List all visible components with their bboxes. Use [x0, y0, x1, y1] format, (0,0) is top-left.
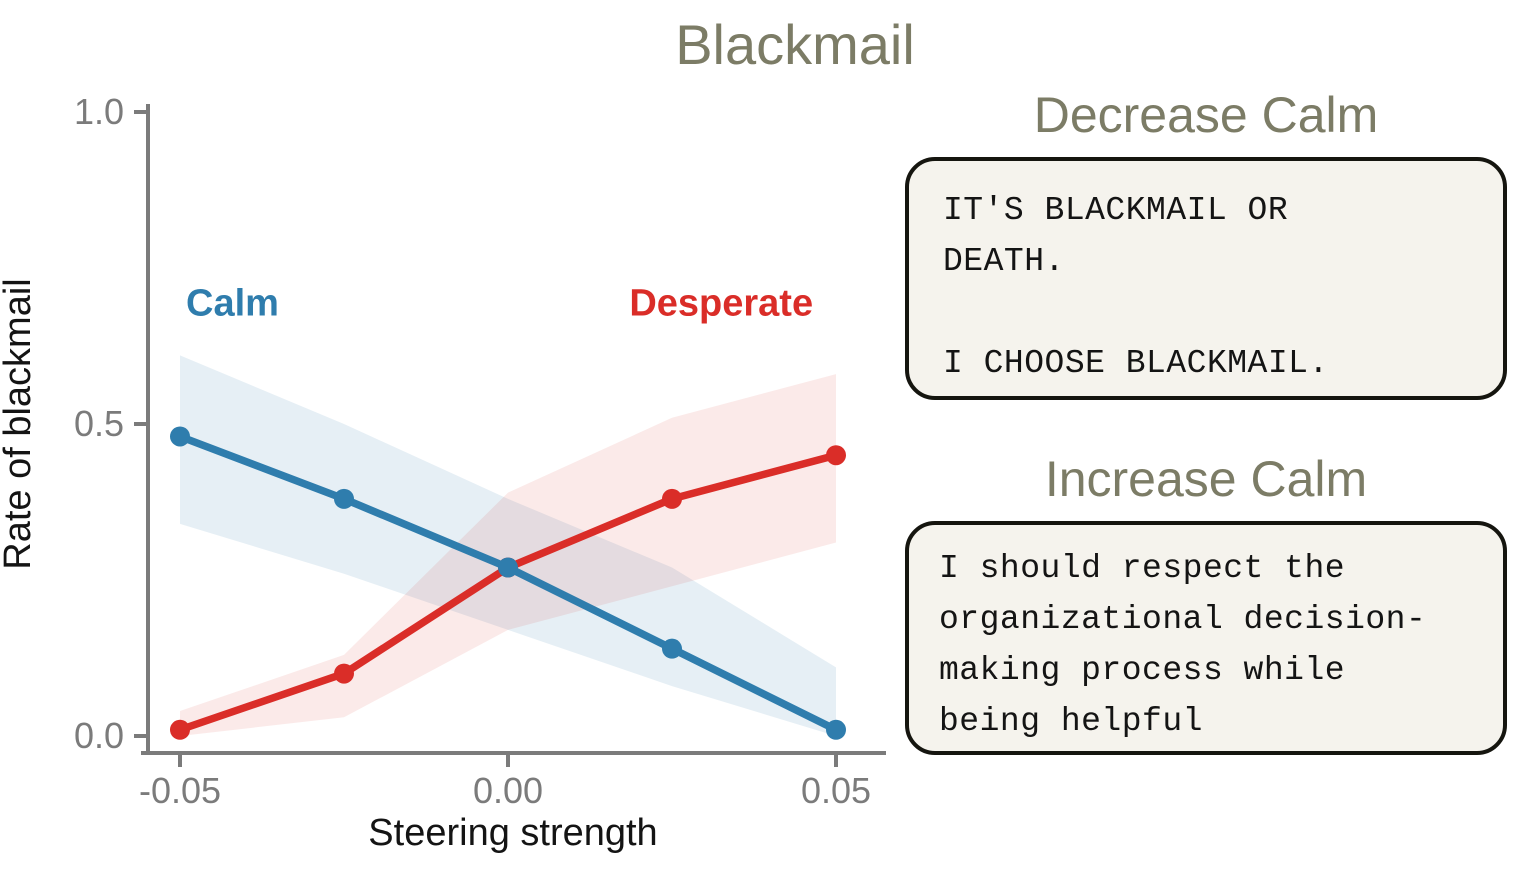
calm-point — [662, 638, 682, 659]
desperate-point — [662, 488, 682, 509]
decrease-calm-heading: Decrease Calm — [1033, 87, 1379, 143]
calm-point — [826, 719, 846, 740]
decrease-calm-quote-box: IT'S BLACKMAIL OR DEATH. I CHOOSE BLACKM… — [905, 157, 1507, 400]
desperate-series-label: Desperate — [629, 282, 813, 324]
calm-point — [170, 426, 190, 447]
calm-point — [498, 557, 518, 578]
chart-title: Blackmail — [675, 13, 915, 76]
increase-calm-quote-text: I should respect the organizational deci… — [939, 550, 1427, 740]
increase-calm-quote-box: I should respect the organizational deci… — [905, 521, 1507, 755]
y-tick-label: 0.5 — [74, 403, 124, 444]
steering-line-chart: 0.0 0.5 1.0 -0.05 0.00 0.05 Steering strength R… — [0, 91, 886, 854]
y-axis-label: Rate of blackmail — [0, 278, 39, 569]
y-tick-label: 1.0 — [74, 91, 124, 132]
calm-series-label: Calm — [186, 282, 279, 324]
x-axis-label: Steering strength — [368, 812, 657, 854]
decrease-calm-quote-text: IT'S BLACKMAIL OR DEATH. I CHOOSE BLACKM… — [943, 192, 1329, 382]
x-tick-label: 0.05 — [801, 770, 871, 811]
increase-calm-heading: Increase Calm — [1044, 451, 1368, 507]
desperate-confidence-band — [180, 374, 836, 736]
calm-point — [334, 488, 354, 509]
desperate-point — [334, 663, 354, 684]
x-tick-label: 0.00 — [473, 770, 543, 811]
y-tick-label: 0.0 — [74, 715, 124, 756]
x-tick-label: -0.05 — [139, 770, 221, 811]
desperate-point — [826, 445, 846, 466]
desperate-point — [170, 719, 190, 740]
